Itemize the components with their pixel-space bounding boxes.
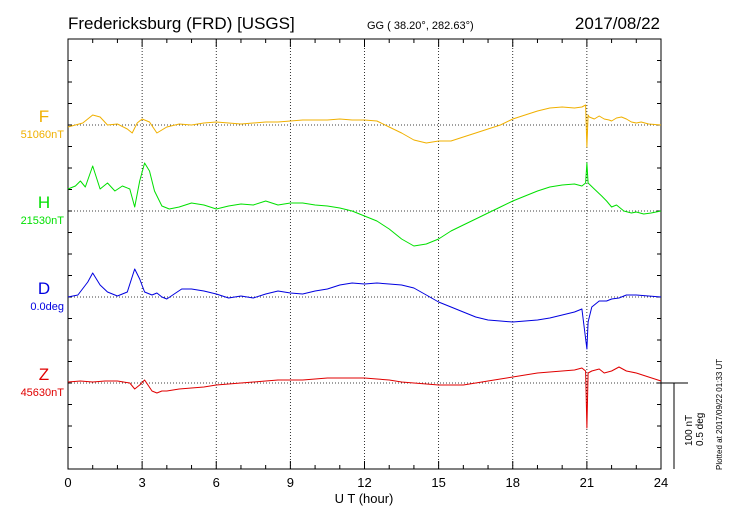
scale-bar: 100 nT 0.5 deg (661, 382, 706, 469)
x-tick-label: 6 (213, 475, 220, 490)
x-axis-label: U T (hour) (335, 491, 394, 506)
series-line-H (67, 162, 662, 247)
series-baseline-Z: 45630nT (21, 387, 65, 399)
series-baseline-D: 0.0deg (30, 301, 64, 313)
chart-title: Fredericksburg (FRD) [USGS] (68, 14, 295, 33)
plot-frame (67, 38, 662, 470)
chart-date: 2017/08/22 (575, 14, 660, 33)
x-tick-label: 24 (654, 475, 668, 490)
axis-ticks (67, 39, 662, 469)
series-baseline-H: 21530nT (21, 215, 65, 227)
scale-bar-label-deg: 0.5 deg (695, 413, 706, 446)
series-name-Z: Z (39, 365, 49, 384)
series-name-D: D (38, 279, 50, 298)
series-baseline-F: 51060nT (21, 129, 65, 141)
x-tick-label: 9 (287, 475, 294, 490)
x-tick-label: 0 (64, 475, 71, 490)
grid-lines (68, 39, 661, 469)
series-line-Z (67, 366, 662, 429)
series-line-F (67, 104, 662, 148)
plotted-at-note: Plotted at 2017/09/22 01:33 UT (715, 359, 724, 470)
station-coordinates: GG ( 38.20°, 282.63°) (367, 20, 474, 32)
series-name-H: H (38, 193, 50, 212)
x-tick-label: 3 (139, 475, 146, 490)
series-labels: F 51060nT H 21530nT D 0.0deg Z 45630nT (21, 107, 65, 399)
series-name-F: F (39, 107, 49, 126)
x-tick-label: 15 (431, 475, 445, 490)
x-tick-labels: 0 3 6 9 12 15 18 21 24 (64, 475, 668, 490)
x-tick-label: 18 (506, 475, 520, 490)
series-lines (67, 104, 662, 429)
x-tick-label: 21 (580, 475, 594, 490)
x-tick-label: 12 (357, 475, 371, 490)
scale-bar-label-nt: 100 nT (684, 415, 695, 446)
series-line-D (67, 268, 662, 350)
